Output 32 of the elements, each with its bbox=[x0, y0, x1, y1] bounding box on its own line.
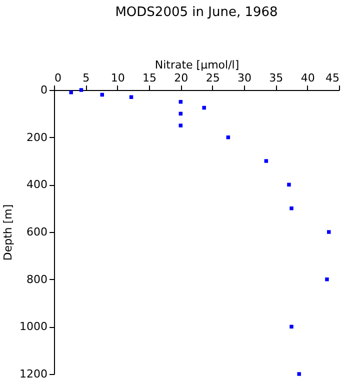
point bbox=[178, 124, 183, 128]
x-tick-label: 5 bbox=[82, 72, 90, 84]
x-tick-label: 0 bbox=[54, 72, 62, 84]
y-tick-label: 200 bbox=[26, 130, 48, 144]
chart-title: MODS2005 in June, 1968 bbox=[115, 5, 278, 20]
point bbox=[264, 159, 268, 163]
y-tick-label: 800 bbox=[26, 272, 48, 286]
y-tick-label: 1200 bbox=[20, 368, 48, 380]
x-tick-label: 20 bbox=[174, 72, 188, 84]
point bbox=[69, 90, 73, 94]
x-tick-label: 45 bbox=[326, 72, 340, 84]
point bbox=[79, 88, 84, 92]
y-tick-label: 600 bbox=[26, 226, 48, 238]
point bbox=[287, 182, 291, 187]
y-tick-label: 1000 bbox=[20, 320, 48, 334]
point bbox=[129, 95, 134, 99]
point bbox=[290, 324, 294, 329]
x-tick-label: 15 bbox=[142, 72, 156, 84]
x-tick-label: 35 bbox=[269, 72, 284, 84]
x-axis-title: Nitrate [µmol/l] bbox=[154, 58, 240, 72]
point bbox=[290, 206, 294, 210]
y-tick-label: 400 bbox=[26, 178, 48, 192]
y-axis-title: Depth [m] bbox=[2, 204, 15, 261]
point bbox=[325, 277, 329, 282]
x-tick-label: 30 bbox=[238, 72, 252, 84]
point bbox=[326, 230, 331, 234]
x-tick-label: 40 bbox=[300, 72, 315, 84]
point bbox=[297, 372, 301, 376]
x-tick-label: 25 bbox=[206, 72, 220, 84]
y-tick-label: 0 bbox=[40, 84, 48, 96]
point bbox=[202, 106, 206, 110]
x-tick-label: 10 bbox=[110, 72, 125, 84]
